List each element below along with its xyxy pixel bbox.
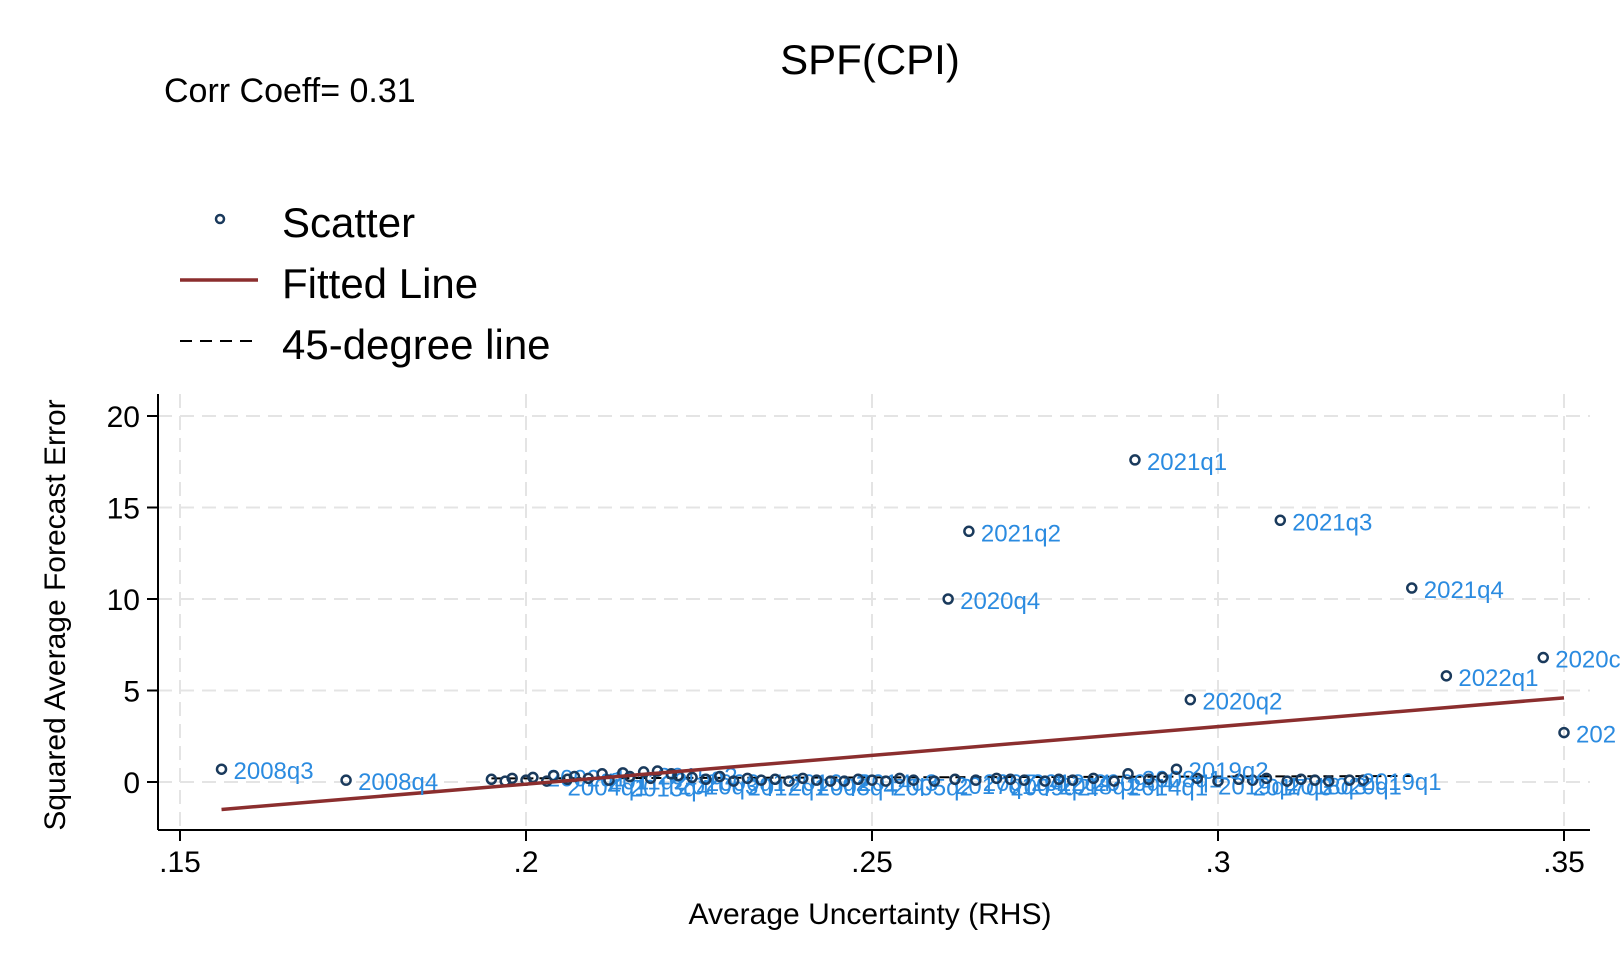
- scatter-point: [1212, 775, 1224, 787]
- scatter-point: [1440, 670, 1453, 682]
- x-tick-label: .15: [159, 846, 201, 879]
- point-label: 2008q4: [358, 769, 438, 796]
- scatter-point: [1108, 775, 1120, 787]
- scatter-point: [755, 774, 768, 786]
- scatter-point: [1004, 773, 1017, 786]
- point-label: 202: [1576, 722, 1616, 749]
- legend-dashed-line-icon: [180, 340, 258, 342]
- scatter-point: [1406, 582, 1418, 594]
- y-tick-label: 10: [107, 584, 140, 617]
- scatter-point: [880, 775, 892, 787]
- scatter-point: [970, 774, 982, 786]
- chart-title: SPF(CPI): [780, 36, 960, 83]
- scatter-point: [1087, 772, 1100, 785]
- scatter-point: [928, 775, 941, 787]
- scatter-point: [1018, 774, 1030, 786]
- scatter-point: [1295, 773, 1307, 786]
- scatter-point: [1122, 768, 1134, 780]
- scatter-point: [838, 775, 851, 787]
- scatter-point: [1184, 693, 1197, 706]
- legend-label: 45-degree line: [282, 321, 551, 368]
- scatter-point: [907, 774, 920, 786]
- reference-45-degree-line: [491, 774, 1412, 780]
- scatter-point: [1260, 772, 1273, 785]
- x-tick-label: .25: [851, 846, 893, 879]
- scatter-point: [769, 773, 781, 786]
- scatter-point: [1170, 763, 1183, 775]
- scatter-point: [1281, 775, 1293, 787]
- scatter-point: [1537, 651, 1549, 664]
- legend-solid-line-icon: [180, 278, 258, 282]
- scatter-point: [1129, 454, 1141, 466]
- y-tick-label: 0: [123, 767, 140, 800]
- scatter-point: [340, 774, 352, 786]
- scatter-point: [1039, 775, 1051, 787]
- scatter-point: [949, 773, 961, 786]
- point-label: 2020q2: [1202, 689, 1282, 716]
- point-label: 2022q1: [1458, 665, 1538, 692]
- x-tick-label: .2: [513, 846, 538, 879]
- x-tick-label: .3: [1205, 846, 1230, 879]
- point-label: 2012q1: [747, 775, 827, 802]
- scatter-point: [506, 772, 518, 785]
- scatter-point: [1143, 773, 1155, 786]
- scatter-point: [714, 770, 726, 783]
- x-tick-label: .35: [1543, 846, 1585, 879]
- scatter-point: [1274, 514, 1287, 527]
- point-label: 2019q2: [1188, 758, 1268, 785]
- scatter-point: [1246, 774, 1259, 786]
- point-label: 2010q3: [678, 774, 758, 801]
- point-label: 2020c: [1555, 647, 1620, 674]
- scatter-point: [990, 772, 1003, 785]
- point-label: 2021q1: [1147, 449, 1227, 476]
- scatter-point: [637, 766, 650, 778]
- point-label: 2020q1: [1322, 774, 1402, 801]
- legend-marker-icon: [214, 213, 226, 225]
- correlation-coefficient-text: Corr Coeff= 0.31: [164, 72, 416, 110]
- point-label: 2021q4: [1424, 577, 1504, 604]
- scatter-point: [741, 772, 754, 785]
- point-label: 2020q4: [960, 588, 1040, 615]
- scatter-point: [215, 763, 228, 775]
- point-label: 2003q4: [817, 775, 897, 802]
- scatter-point: [686, 771, 698, 784]
- scatter-point: [1066, 774, 1079, 786]
- legend-label: Fitted Line: [282, 260, 479, 307]
- scatter-point: [1156, 771, 1169, 784]
- scatter-point: [1191, 772, 1203, 785]
- scatter-point: [1357, 774, 1370, 786]
- scatter-point: [1309, 774, 1321, 786]
- scatter-point: [942, 593, 954, 605]
- scatter-point: [852, 773, 864, 786]
- x-axis-title: Average Uncertainty (RHS): [689, 898, 1052, 931]
- scatter-point: [1558, 726, 1570, 739]
- y-tick-label: 15: [107, 493, 140, 526]
- point-label: 2019q1: [1361, 769, 1441, 796]
- fitted-line: [221, 696, 1565, 812]
- scatter-point: [651, 765, 664, 777]
- y-tick-label: 5: [123, 676, 140, 709]
- scatter-point: [810, 774, 823, 786]
- scatter-point: [1053, 773, 1065, 786]
- scatter-point: [824, 775, 837, 787]
- scatter-point: [727, 775, 740, 787]
- y-axis-title: Squared Average Forecast Error: [39, 399, 72, 830]
- point-label: 2021q3: [1292, 509, 1372, 536]
- scatter-point: [485, 773, 498, 786]
- scatter-point: [1322, 775, 1335, 787]
- y-tick-label: 20: [107, 401, 140, 434]
- scatter-point: [893, 772, 906, 785]
- scatter-point: [866, 774, 878, 786]
- scatter-point: [1233, 773, 1245, 786]
- point-label: 2008q3: [234, 758, 314, 785]
- legend-label: Scatter: [282, 199, 416, 246]
- point-label: 2021q2: [981, 520, 1061, 547]
- scatter-point: [797, 772, 809, 785]
- scatter-point: [783, 775, 795, 787]
- scatter-point: [963, 525, 975, 538]
- scatter-point: [1343, 774, 1356, 786]
- scatter-point: [700, 773, 712, 786]
